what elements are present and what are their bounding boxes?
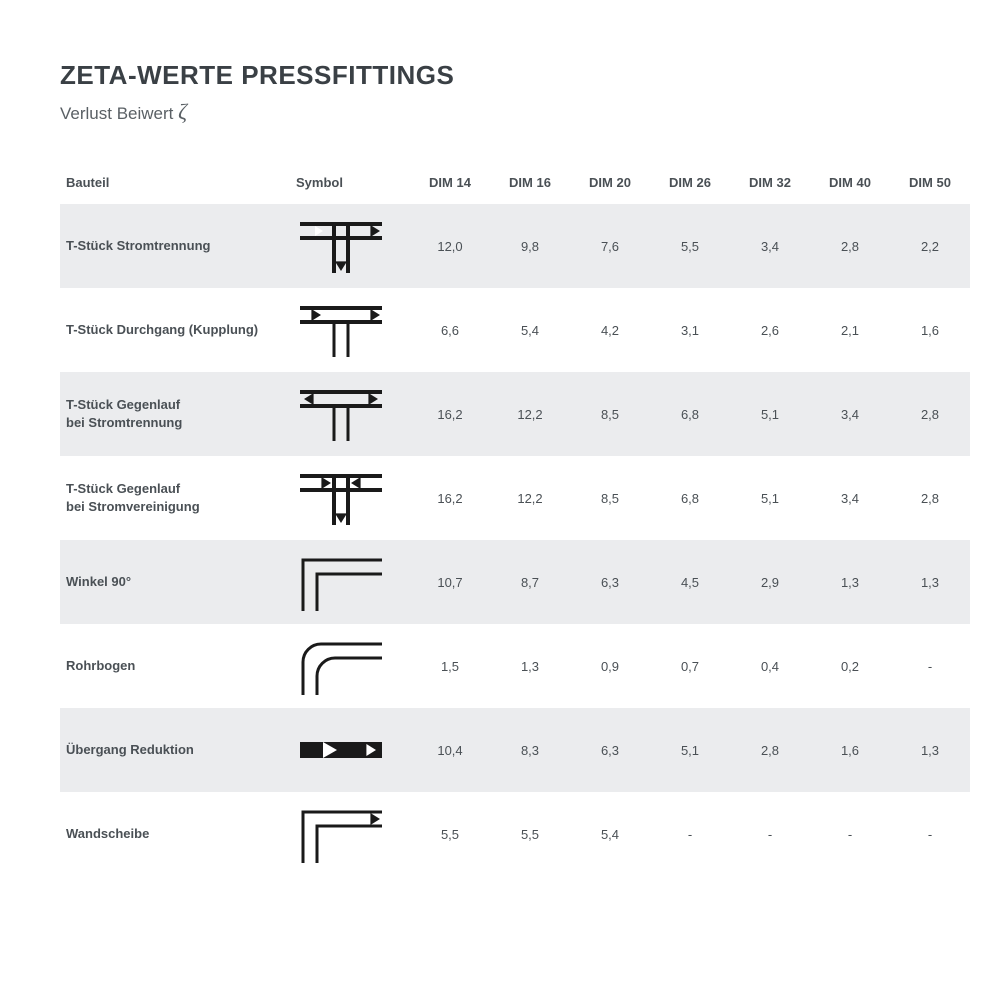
value-cell: 2,8 — [890, 456, 970, 540]
value-cell: 6,3 — [570, 540, 650, 624]
col-dim: DIM 40 — [810, 165, 890, 204]
zeta-symbol: ζ — [178, 99, 187, 124]
col-bauteil: Bauteil — [60, 165, 290, 204]
table-row: T-Stück Durchgang (Kupplung) 6,65,44,23,1… — [60, 288, 970, 372]
table-row: T-Stück Gegenlaufbei Stromtrennung 16,212… — [60, 372, 970, 456]
value-cell: 12,0 — [410, 204, 490, 288]
value-cell: 2,8 — [810, 204, 890, 288]
elbow-sharp-icon — [290, 540, 410, 624]
col-dim: DIM 20 — [570, 165, 650, 204]
value-cell: 2,6 — [730, 288, 810, 372]
value-cell: 6,8 — [650, 456, 730, 540]
tee-counter-merge-icon — [290, 456, 410, 540]
value-cell: 1,6 — [810, 708, 890, 792]
col-dim: DIM 14 — [410, 165, 490, 204]
value-cell: 5,5 — [650, 204, 730, 288]
value-cell: 3,4 — [810, 456, 890, 540]
value-cell: 1,3 — [890, 540, 970, 624]
value-cell: 2,9 — [730, 540, 810, 624]
header-row: Bauteil Symbol DIM 14 DIM 16 DIM 20 DIM … — [60, 165, 970, 204]
value-cell: 2,1 — [810, 288, 890, 372]
table-row: T-Stück Stromtrennung 12,09,87,65,53,42,8… — [60, 204, 970, 288]
value-cell: 1,5 — [410, 624, 490, 708]
table-row: Winkel 90°10,78,76,34,52,91,31,3 — [60, 540, 970, 624]
value-cell: 6,3 — [570, 708, 650, 792]
value-cell: 0,2 — [810, 624, 890, 708]
value-cell: 1,6 — [890, 288, 970, 372]
row-label: T-Stück Gegenlaufbei Stromtrennung — [60, 372, 290, 456]
value-cell: 8,5 — [570, 456, 650, 540]
value-cell: 5,1 — [730, 456, 810, 540]
row-label: T-Stück Stromtrennung — [60, 204, 290, 288]
wall-elbow-icon — [290, 792, 410, 876]
value-cell: 3,4 — [810, 372, 890, 456]
value-cell: - — [810, 792, 890, 876]
value-cell: 3,1 — [650, 288, 730, 372]
row-label: T-Stück Durchgang (Kupplung) — [60, 288, 290, 372]
value-cell: 5,1 — [730, 372, 810, 456]
value-cell: 0,9 — [570, 624, 650, 708]
row-label: Rohrbogen — [60, 624, 290, 708]
elbow-round-icon — [290, 624, 410, 708]
value-cell: 1,3 — [490, 624, 570, 708]
tee-counter-split-icon — [290, 372, 410, 456]
row-label: Übergang Reduktion — [60, 708, 290, 792]
value-cell: 2,8 — [730, 708, 810, 792]
value-cell: 4,2 — [570, 288, 650, 372]
value-cell: 16,2 — [410, 456, 490, 540]
col-dim: DIM 16 — [490, 165, 570, 204]
value-cell: 5,5 — [410, 792, 490, 876]
value-cell: 1,3 — [890, 708, 970, 792]
value-cell: 2,8 — [890, 372, 970, 456]
value-cell: 1,3 — [810, 540, 890, 624]
value-cell: 5,4 — [490, 288, 570, 372]
zeta-table: Bauteil Symbol DIM 14 DIM 16 DIM 20 DIM … — [60, 165, 970, 876]
tee-through-icon — [290, 288, 410, 372]
table-row: T-Stück Gegenlaufbei Stromvereinigung 16,… — [60, 456, 970, 540]
col-symbol: Symbol — [290, 165, 410, 204]
col-dim: DIM 32 — [730, 165, 810, 204]
value-cell: 12,2 — [490, 372, 570, 456]
value-cell: 8,3 — [490, 708, 570, 792]
value-cell: 12,2 — [490, 456, 570, 540]
value-cell: 8,5 — [570, 372, 650, 456]
value-cell: 5,1 — [650, 708, 730, 792]
col-dim: DIM 50 — [890, 165, 970, 204]
page-subtitle: Verlust Beiwert ζ — [60, 99, 970, 125]
value-cell: 9,8 — [490, 204, 570, 288]
col-dim: DIM 26 — [650, 165, 730, 204]
value-cell: - — [890, 792, 970, 876]
table-row: Rohrbogen 1,51,30,90,70,40,2- — [60, 624, 970, 708]
value-cell: 6,8 — [650, 372, 730, 456]
table-row: Wandscheibe5,55,55,4---- — [60, 792, 970, 876]
value-cell: 0,4 — [730, 624, 810, 708]
value-cell: 7,6 — [570, 204, 650, 288]
value-cell: 4,5 — [650, 540, 730, 624]
value-cell: - — [730, 792, 810, 876]
row-label: T-Stück Gegenlaufbei Stromvereinigung — [60, 456, 290, 540]
value-cell: - — [650, 792, 730, 876]
value-cell: 3,4 — [730, 204, 810, 288]
value-cell: 10,4 — [410, 708, 490, 792]
value-cell: 10,7 — [410, 540, 490, 624]
tee-split-icon — [290, 204, 410, 288]
page-title: ZETA-WERTE PRESSFITTINGS — [60, 60, 970, 91]
subtitle-prefix: Verlust Beiwert — [60, 104, 178, 123]
row-label: Wandscheibe — [60, 792, 290, 876]
value-cell: - — [890, 624, 970, 708]
value-cell: 8,7 — [490, 540, 570, 624]
value-cell: 6,6 — [410, 288, 490, 372]
value-cell: 5,4 — [570, 792, 650, 876]
value-cell: 0,7 — [650, 624, 730, 708]
reducer-icon — [290, 708, 410, 792]
row-label: Winkel 90° — [60, 540, 290, 624]
value-cell: 2,2 — [890, 204, 970, 288]
value-cell: 5,5 — [490, 792, 570, 876]
table-row: Übergang Reduktion 10,48,36,35,12,81,61,3 — [60, 708, 970, 792]
value-cell: 16,2 — [410, 372, 490, 456]
